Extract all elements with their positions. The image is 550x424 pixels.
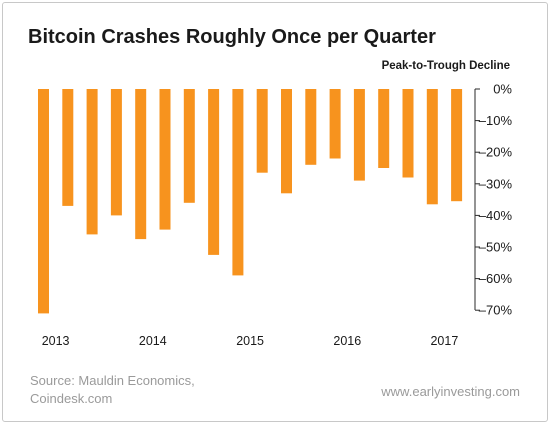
x-tick-label: 2017 [430, 334, 458, 348]
bar [378, 89, 390, 168]
bar [426, 89, 438, 205]
y-tick-label: –20% [479, 145, 513, 160]
bar [135, 89, 147, 240]
bar [86, 89, 98, 235]
bar [208, 89, 220, 255]
bar [62, 89, 74, 206]
y-axis-label: Peak-to-Trough Decline [381, 60, 510, 72]
x-tick-label: 2013 [42, 334, 70, 348]
bar [305, 89, 317, 165]
y-tick-label: –70% [479, 303, 513, 318]
bar [110, 89, 122, 216]
y-tick-label: –60% [479, 271, 513, 286]
source-line-1: Source: Mauldin Economics, [30, 373, 195, 388]
x-tick-label: 2015 [236, 334, 264, 348]
bars-group [38, 89, 463, 314]
bar [232, 89, 244, 276]
source-line-2: Coindesk.com [30, 391, 113, 406]
website-credit: www.earlyinvesting.com [381, 384, 520, 399]
chart-title: Bitcoin Crashes Roughly Once per Quarter [28, 26, 436, 48]
y-ticks-group: 0% –10% –20% –30% –40% –50% –60% –70% [475, 82, 512, 318]
bar [256, 89, 268, 173]
bar [402, 89, 414, 178]
x-tick-label: 2014 [139, 334, 167, 348]
bar [38, 89, 49, 314]
bar [451, 89, 463, 202]
x-ticks-group: 2013 2014 2015 2016 2017 [42, 334, 459, 348]
bar [159, 89, 171, 230]
bar [281, 89, 292, 194]
x-tick-label: 2016 [333, 334, 361, 348]
y-tick-label: –30% [479, 176, 513, 191]
y-tick-label: –10% [479, 113, 513, 128]
bar [183, 89, 195, 203]
bar [353, 89, 365, 181]
y-tick-label: –50% [479, 240, 513, 255]
bar [329, 89, 341, 159]
y-tick-label: –40% [479, 208, 513, 223]
y-tick-label: 0% [493, 82, 512, 97]
source-note: Source: Mauldin Economics, Coindesk.com [30, 372, 195, 408]
